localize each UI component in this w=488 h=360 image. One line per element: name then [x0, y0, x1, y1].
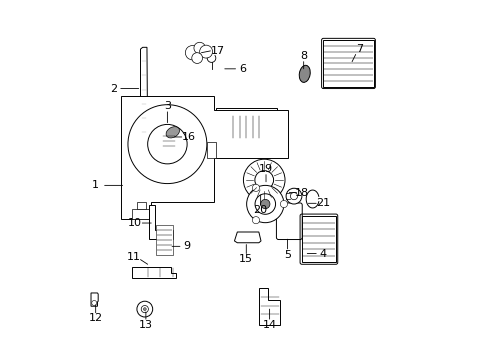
Text: 16: 16	[182, 132, 196, 142]
Text: 13: 13	[139, 320, 153, 330]
Bar	[301, 216, 335, 262]
Bar	[131, 209, 151, 220]
Polygon shape	[161, 130, 178, 151]
Text: 6: 6	[239, 64, 245, 74]
Circle shape	[92, 301, 97, 306]
Circle shape	[194, 42, 205, 54]
Text: 4: 4	[319, 248, 326, 258]
Circle shape	[252, 217, 259, 224]
Text: 21: 21	[316, 198, 330, 208]
Circle shape	[199, 45, 212, 58]
Ellipse shape	[166, 127, 179, 138]
Circle shape	[255, 194, 275, 214]
Text: 9: 9	[183, 241, 190, 251]
Polygon shape	[258, 288, 280, 325]
Circle shape	[246, 185, 284, 223]
Circle shape	[128, 105, 206, 184]
Circle shape	[143, 308, 146, 311]
Bar	[137, 202, 145, 209]
Text: 19: 19	[259, 164, 272, 174]
Text: 7: 7	[355, 44, 362, 54]
Circle shape	[243, 159, 285, 201]
Polygon shape	[234, 232, 261, 243]
Circle shape	[285, 188, 301, 204]
Polygon shape	[149, 205, 172, 239]
Polygon shape	[140, 47, 153, 149]
Polygon shape	[131, 267, 176, 278]
Polygon shape	[121, 96, 287, 220]
Text: 11: 11	[126, 252, 140, 262]
FancyBboxPatch shape	[276, 203, 302, 239]
Circle shape	[147, 125, 187, 164]
Text: 14: 14	[262, 320, 276, 330]
Polygon shape	[215, 108, 276, 139]
Circle shape	[185, 45, 199, 60]
Text: 17: 17	[210, 46, 224, 56]
Text: 5: 5	[284, 250, 290, 260]
Bar	[206, 142, 215, 158]
Circle shape	[137, 301, 152, 317]
Ellipse shape	[299, 65, 309, 82]
Bar	[323, 40, 373, 87]
Text: 15: 15	[239, 254, 253, 264]
Text: 18: 18	[294, 188, 308, 198]
Circle shape	[252, 184, 259, 192]
Circle shape	[260, 199, 269, 209]
Circle shape	[191, 53, 202, 63]
Circle shape	[254, 171, 273, 189]
Polygon shape	[91, 293, 98, 306]
Circle shape	[141, 306, 148, 313]
Circle shape	[280, 201, 287, 208]
Bar	[155, 225, 172, 255]
Text: 3: 3	[163, 102, 170, 112]
Circle shape	[290, 193, 297, 200]
Text: 8: 8	[300, 51, 306, 61]
Text: 2: 2	[110, 84, 117, 94]
Text: 10: 10	[128, 218, 142, 228]
Text: 1: 1	[92, 180, 99, 190]
Text: 12: 12	[88, 313, 102, 323]
Text: 20: 20	[253, 206, 267, 216]
